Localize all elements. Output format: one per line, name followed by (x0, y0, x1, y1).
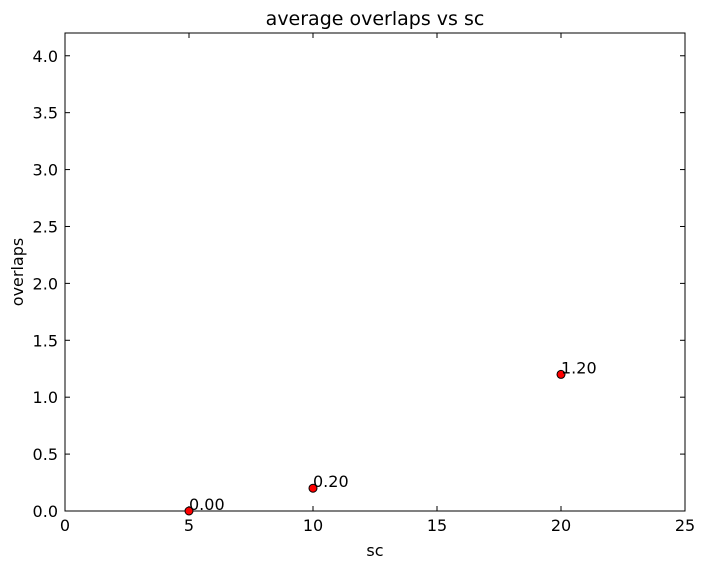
y-tick-label: 2.0 (33, 274, 58, 293)
y-tick-label: 4.0 (33, 47, 58, 66)
x-axis-label: sc (366, 541, 383, 560)
plot-frame (64, 32, 686, 512)
points-layer: 0.00 0.20 1.20 (184, 358, 597, 516)
y-tick-label: 1.5 (33, 331, 58, 350)
y-tick-label: 3.5 (33, 104, 58, 123)
y-tick-label: 2.5 (33, 217, 58, 236)
data-point (308, 483, 318, 493)
ticks-layer: 0 5 10 15 20 25 0.0 0.5 1.0 1.5 2.0 2.5 3.0 3.5 4.0 (33, 33, 695, 535)
y-tick-label: 3.0 (33, 161, 58, 180)
x-tick-label: 25 (675, 516, 695, 535)
x-tick-label: 10 (303, 516, 323, 535)
chart-title: average overlaps vs sc (266, 8, 485, 30)
data-point-label: 0.00 (189, 495, 225, 514)
y-tick-label: 1.0 (33, 388, 58, 407)
data-point (556, 369, 566, 379)
x-tick-label: 20 (551, 516, 571, 535)
y-tick-label: 0.5 (33, 445, 58, 464)
x-tick-label: 15 (427, 516, 447, 535)
data-point-label: 0.20 (313, 472, 349, 491)
x-tick-label: 5 (184, 516, 194, 535)
y-axis-label: overlaps (8, 238, 27, 306)
x-tick-label: 0 (60, 516, 70, 535)
data-point (184, 506, 194, 516)
data-point-label: 1.20 (561, 358, 597, 377)
y-tick-label: 0.0 (33, 502, 58, 521)
